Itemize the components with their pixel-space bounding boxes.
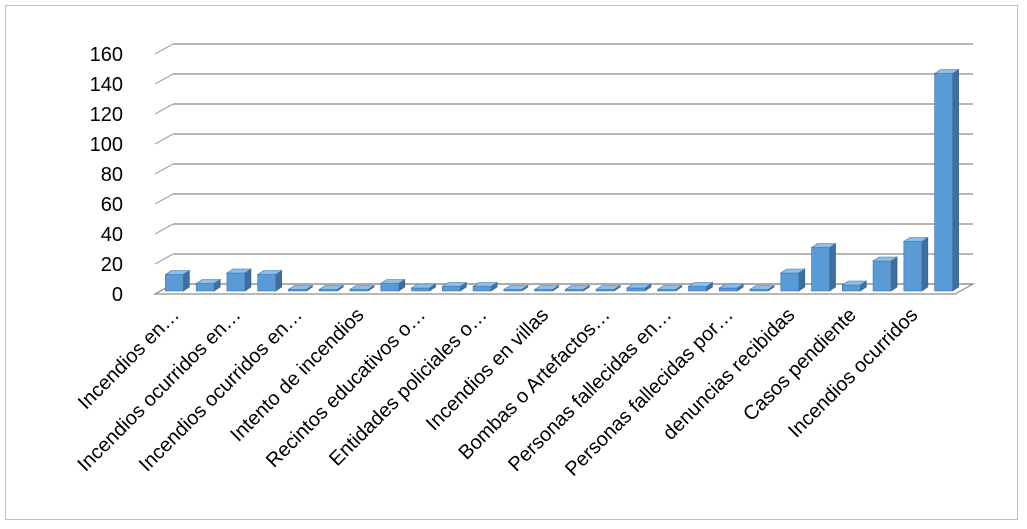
bar <box>687 281 714 292</box>
bar <box>318 284 345 292</box>
bar <box>533 284 560 292</box>
bar <box>225 268 252 292</box>
bar <box>841 280 868 292</box>
y-tick-label: 140 <box>90 74 123 96</box>
bar <box>349 284 375 292</box>
bars-layer <box>164 68 960 292</box>
bar <box>379 278 406 292</box>
y-tick-label: 0 <box>112 284 123 306</box>
bar <box>902 236 929 292</box>
y-tick-label: 20 <box>101 254 123 276</box>
x-axis-labels: Incendios en…Incendios ocurridos en…Ince… <box>73 304 922 481</box>
y-tick-label: 160 <box>90 44 123 66</box>
gridline-diag <box>154 73 174 85</box>
gridline-diag <box>154 163 174 175</box>
bar <box>810 242 837 292</box>
bar <box>195 278 222 292</box>
bar <box>625 283 652 292</box>
grid-layer <box>152 43 976 295</box>
bar <box>749 284 775 292</box>
y-tick-label: 80 <box>101 164 123 186</box>
y-tick-label: 120 <box>90 104 123 126</box>
gridline-diag <box>154 223 174 235</box>
bar <box>656 284 683 292</box>
bar <box>502 284 529 292</box>
gridline-diag <box>154 193 174 205</box>
y-tick-label: 60 <box>101 194 123 216</box>
bar <box>287 284 314 292</box>
bar <box>164 269 191 292</box>
bar <box>472 281 499 292</box>
bar <box>564 284 591 292</box>
y-axis-ticks: 0 20 40 60 80 100 120 140 160 <box>90 44 123 306</box>
y-tick-label: 40 <box>101 224 123 246</box>
bar <box>595 284 622 292</box>
bar-chart: 0 20 40 60 80 100 120 140 160 Incendios en…Incen… <box>73 43 976 481</box>
chart-frame: 0 20 40 60 80 100 120 140 160 Incendios en… Incen… <box>5 5 1018 520</box>
bar <box>256 269 283 292</box>
bar <box>441 281 468 292</box>
bar <box>779 268 806 292</box>
x-category-label: Casos pendiente <box>739 304 861 426</box>
gridline-diag <box>154 43 174 55</box>
gridline-diag <box>154 103 174 115</box>
bar <box>718 283 745 292</box>
bar <box>410 283 437 292</box>
y-tick-label: 100 <box>90 134 123 156</box>
gridline-diag <box>154 253 174 265</box>
gridline-diag <box>154 133 174 145</box>
bar <box>933 68 960 292</box>
bar <box>872 256 899 292</box>
